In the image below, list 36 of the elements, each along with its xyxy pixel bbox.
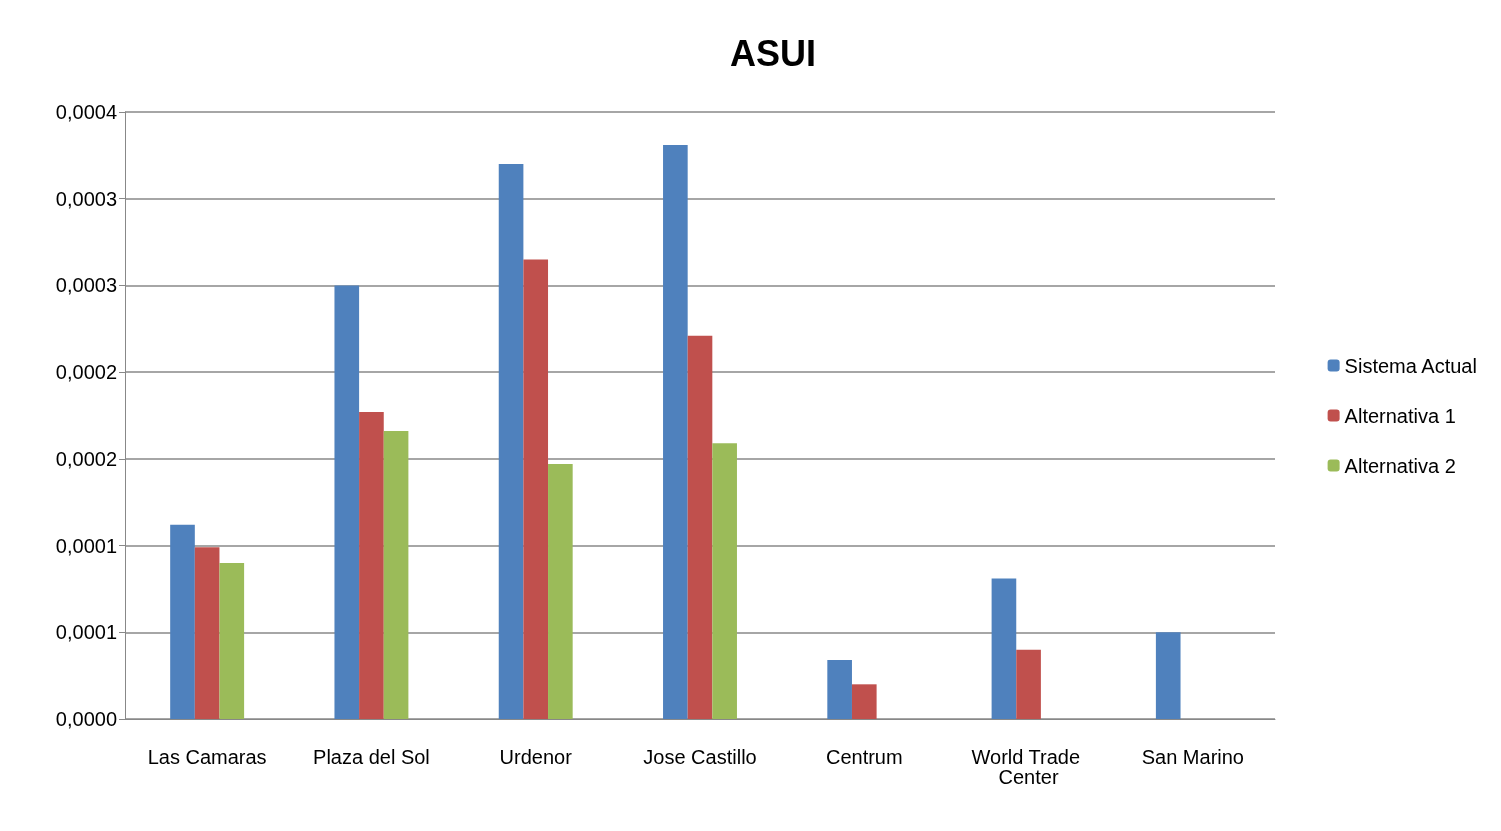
y-tick-label: 0,0001	[55, 621, 117, 644]
bar	[687, 335, 713, 719]
bar	[498, 164, 524, 719]
legend-label: Alternativa 2	[1344, 454, 1456, 477]
x-tick-label: Las Camaras	[147, 746, 267, 768]
bar	[194, 547, 220, 719]
bar	[359, 412, 384, 719]
x-tick-label: San Marino	[1141, 746, 1244, 768]
y-tick-label: 0,0003	[55, 274, 117, 297]
y-tick-label: 0,0004	[55, 101, 117, 123]
x-tick-label: Plaza del Sol	[313, 746, 430, 768]
bar	[334, 285, 360, 719]
y-tick-label: 0,0002	[55, 361, 117, 384]
bar	[991, 578, 1017, 719]
legend-label: Alternativa 1	[1344, 404, 1456, 427]
x-tick-label: Centrum	[825, 746, 903, 768]
bar	[1155, 632, 1181, 719]
bar	[523, 259, 549, 719]
x-tick-label: World Trade Center	[971, 746, 1086, 788]
y-tick-label: 0,0003	[55, 187, 117, 210]
y-tick-label: 0,0002	[55, 447, 117, 470]
bar	[219, 562, 245, 719]
legend-label: Sistema Actual	[1344, 354, 1477, 377]
bar	[663, 144, 688, 719]
bar	[1016, 649, 1041, 719]
bar	[548, 464, 573, 719]
y-tick-label: 0,0001	[55, 534, 117, 557]
x-tick-label: Jose Castillo	[643, 746, 757, 768]
bar	[383, 431, 409, 719]
x-tick-label: Urdenor	[499, 746, 573, 768]
y-tick-label: 0,0000	[55, 708, 117, 730]
bar	[712, 443, 737, 719]
chart-title: ASUI	[729, 32, 817, 74]
bar	[827, 660, 852, 719]
bar	[851, 684, 877, 719]
bar	[170, 524, 195, 719]
